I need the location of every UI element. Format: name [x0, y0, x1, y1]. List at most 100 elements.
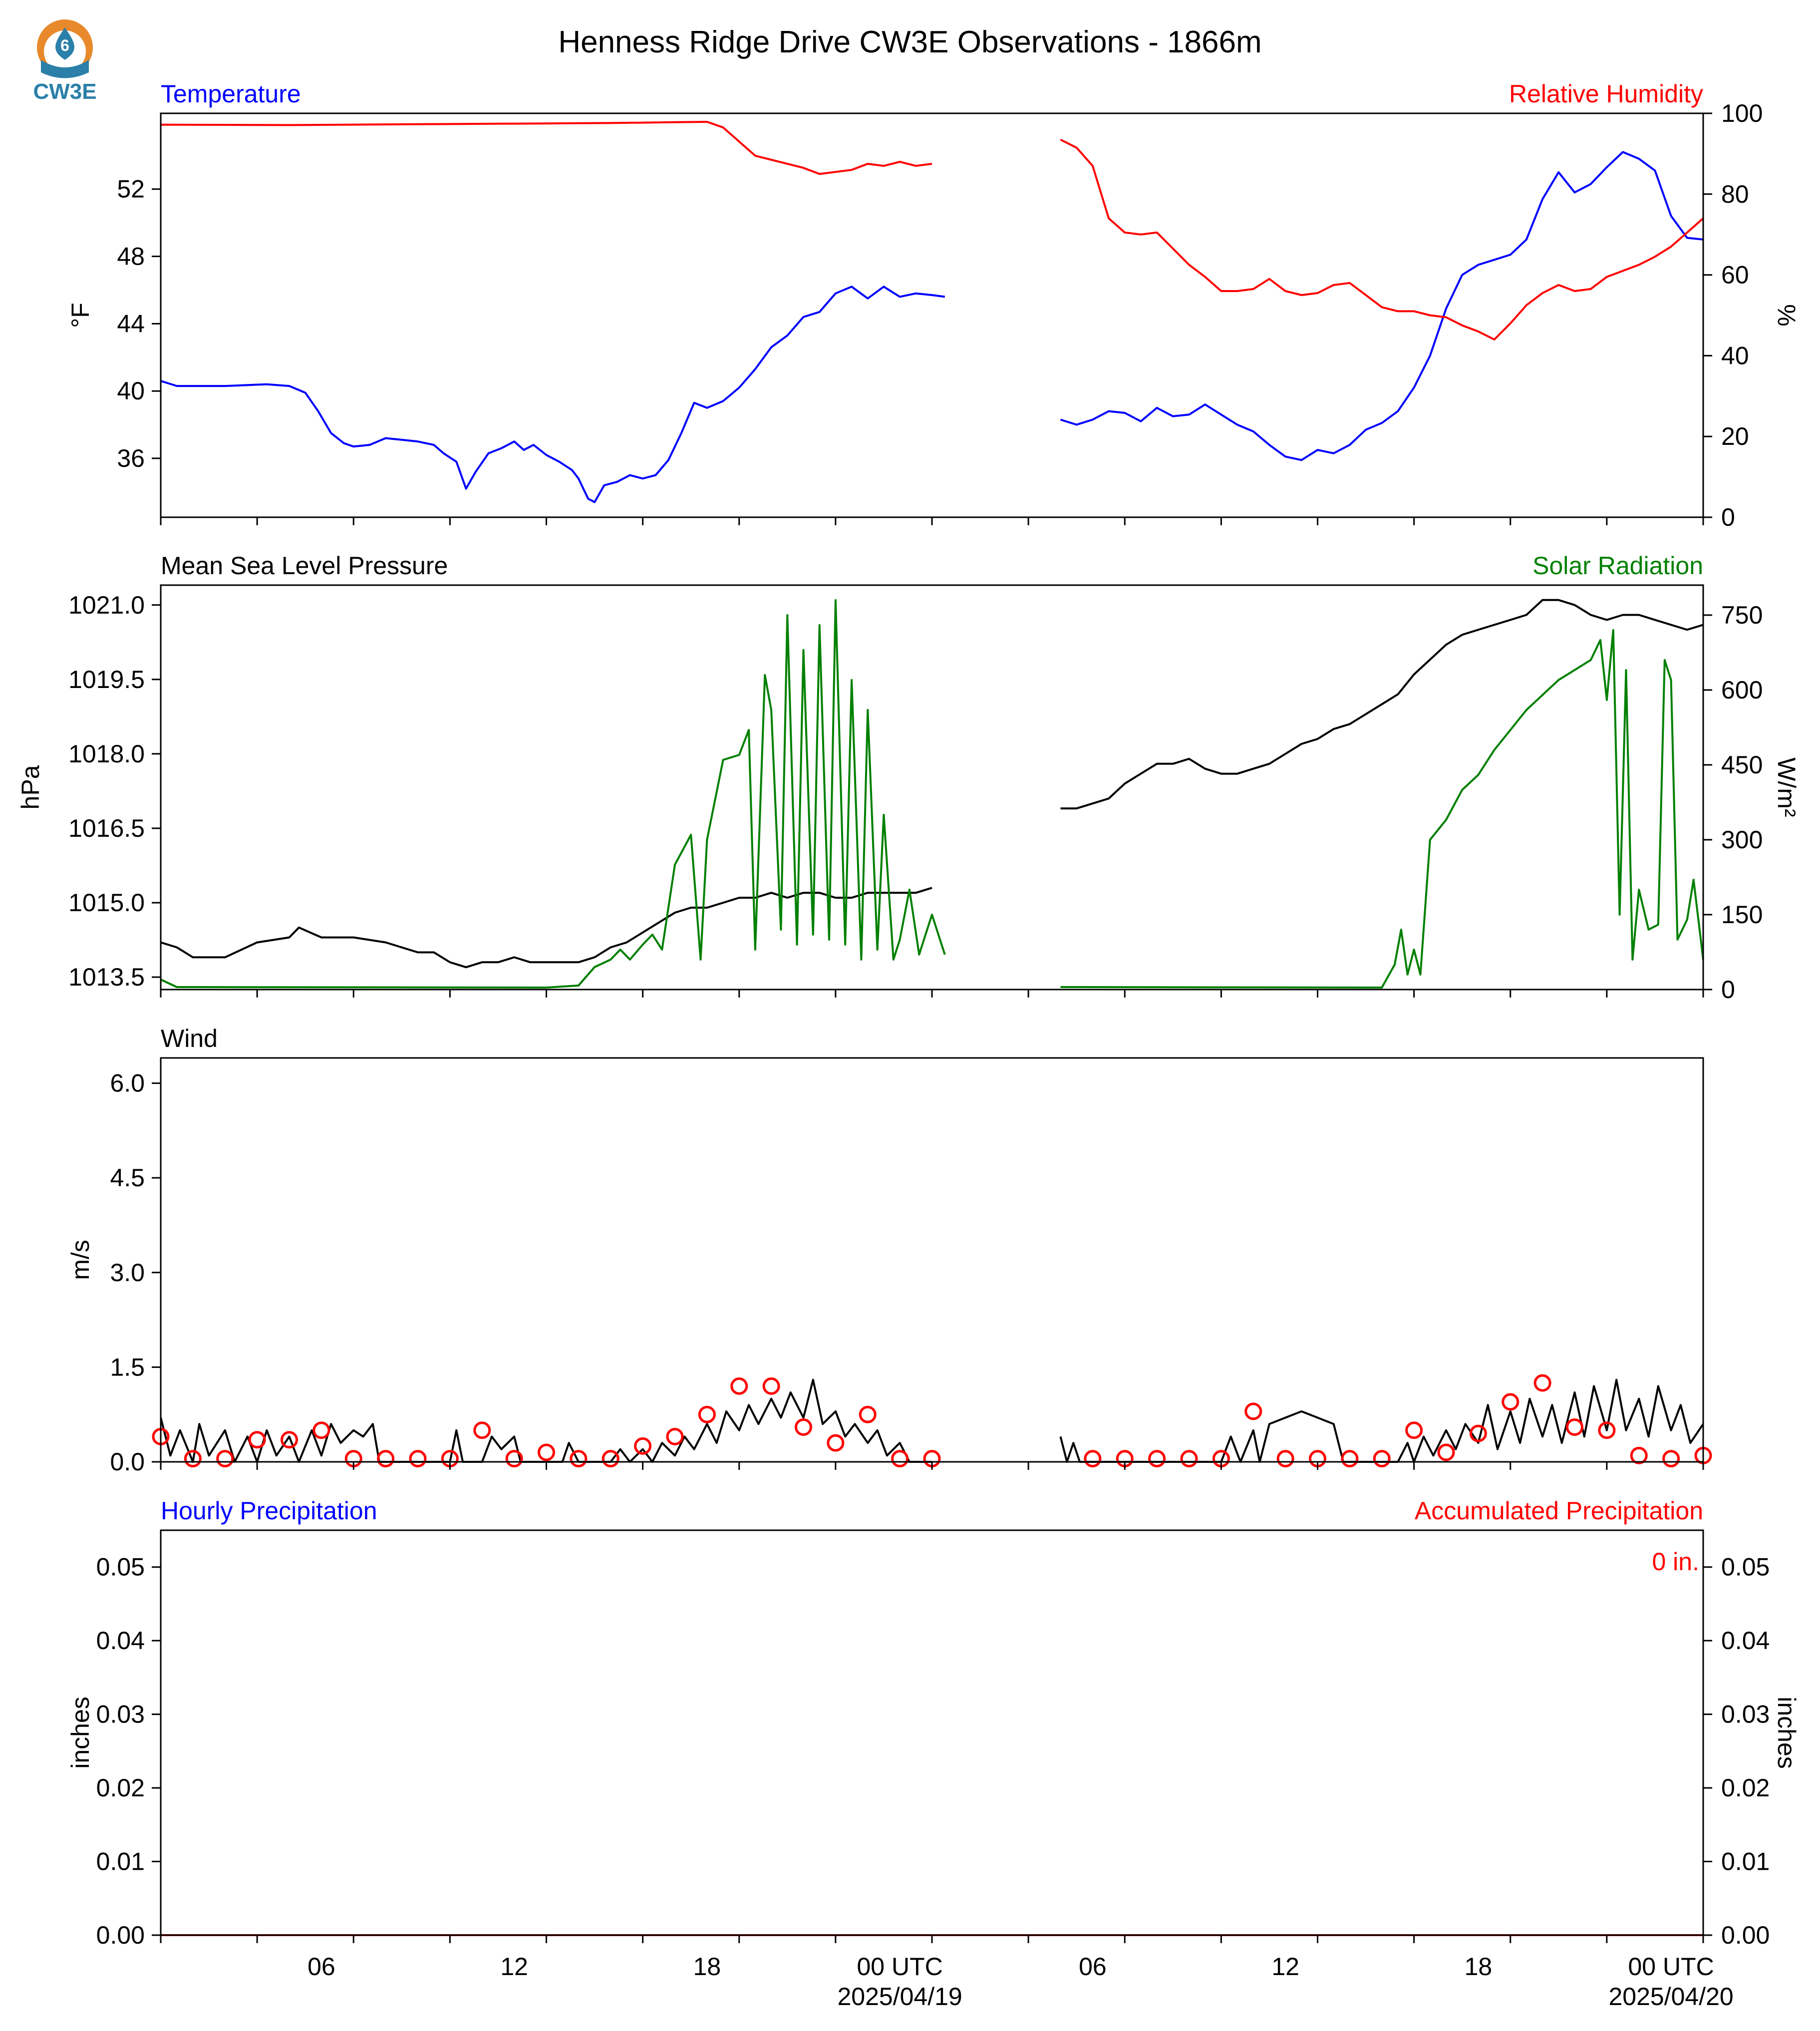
gust-marker	[473, 1421, 491, 1439]
gust-marker	[1244, 1402, 1262, 1420]
gust-marker	[1276, 1450, 1294, 1468]
series-line	[160, 1378, 932, 1463]
y-tick-label-right: 600	[1721, 676, 1763, 704]
y-tick-label: 1021.0	[68, 591, 145, 619]
y-tick-label: 0.01	[96, 1848, 145, 1876]
panel-pressure_solar: Mean Sea Level Pressure Solar Radiation 10…	[16, 552, 1801, 1004]
gust-marker	[184, 1450, 202, 1468]
gust-marker	[730, 1377, 748, 1395]
gust-marker	[602, 1450, 619, 1468]
y-tick-label: 0.0	[110, 1448, 145, 1476]
panel-title-right: Accumulated Precipitation	[1415, 1497, 1703, 1525]
gust-marker	[409, 1450, 427, 1468]
gust-marker	[891, 1450, 909, 1468]
series-line	[1060, 138, 1704, 340]
series-line	[160, 286, 945, 503]
gust-marker	[666, 1427, 684, 1445]
x-tick-label: 06	[307, 1953, 335, 1981]
y-axis-label: °F	[66, 303, 94, 328]
plot-frame	[160, 584, 1704, 991]
x-tick-label: 12	[1271, 1953, 1299, 1981]
x-tick-label: 00 UTC	[1628, 1953, 1714, 1981]
x-tick-label: 00 UTC	[857, 1953, 942, 1981]
panel-temperature_humidity: Temperature Relative Humidity 36 40 44 48 52 0 2…	[66, 80, 1801, 531]
y-tick-label-right: 300	[1721, 826, 1763, 854]
y-tick-label-right: 100	[1721, 99, 1763, 127]
y-tick-label-right: 0	[1721, 976, 1735, 1004]
y-tick-label-right: 0.02	[1721, 1774, 1770, 1802]
y-tick-label: 0.04	[96, 1627, 145, 1655]
logo-text: CW3E	[33, 79, 96, 104]
gust-marker	[1630, 1446, 1648, 1464]
gust-marker	[698, 1405, 716, 1423]
y-axis-label-right: %	[1773, 304, 1801, 326]
y-tick-label: 40	[117, 377, 145, 405]
y-axis-label-right: inches	[1773, 1696, 1801, 1769]
chart-title: Henness Ridge Drive CW3E Observations - …	[558, 25, 1261, 59]
y-tick-label: 1.5	[110, 1353, 145, 1381]
gust-marker	[216, 1450, 234, 1468]
y-tick-label-right: 750	[1721, 601, 1763, 629]
gust-marker	[1180, 1450, 1198, 1468]
svg-text:6: 6	[60, 36, 69, 54]
x-tick-label: 06	[1079, 1953, 1107, 1981]
accumulated-total-label: 0 in.	[1652, 1548, 1699, 1576]
gust-marker	[1533, 1374, 1551, 1392]
x-date-label: 2025/04/19	[838, 1983, 962, 2011]
panel-wind: Wind 0.0 1.5 3.0 4.5 6.0 m/s	[66, 1024, 1712, 1476]
series-line	[1060, 599, 1704, 810]
y-tick-label-right: 0.04	[1721, 1627, 1770, 1655]
gust-marker	[248, 1431, 266, 1449]
panels: Temperature Relative Humidity 36 40 44 48 52 0 2…	[16, 80, 1801, 2011]
series-line	[1060, 151, 1704, 461]
plot-frame	[160, 112, 1704, 518]
y-tick-label-right: 0.03	[1721, 1700, 1770, 1728]
y-tick-label: 0.03	[96, 1700, 145, 1728]
gust-marker	[570, 1450, 588, 1468]
y-tick-label-right: 0.05	[1721, 1553, 1770, 1581]
gust-marker	[827, 1434, 845, 1452]
gust-marker	[1502, 1393, 1519, 1411]
gust-marker	[1598, 1421, 1616, 1439]
y-axis-label-right: W/m²	[1773, 757, 1801, 817]
gust-marker	[634, 1437, 652, 1455]
gust-marker	[312, 1421, 330, 1439]
cw3e-drop-logo-icon: 6	[37, 19, 93, 78]
series-line	[160, 121, 932, 175]
y-tick-label: 4.5	[110, 1164, 145, 1192]
y-tick-label-right: 60	[1721, 261, 1749, 289]
gust-marker	[281, 1431, 298, 1449]
y-tick-label: 1019.5	[68, 666, 145, 693]
gust-marker	[377, 1450, 395, 1468]
y-tick-label: 0.00	[96, 1921, 145, 1949]
y-tick-label-right: 0.00	[1721, 1921, 1770, 1949]
gust-marker	[795, 1418, 812, 1436]
gust-marker	[762, 1377, 780, 1395]
gust-marker	[1662, 1450, 1680, 1468]
y-tick-label: 52	[117, 175, 145, 203]
series-line	[1059, 1378, 1704, 1463]
gust-marker	[1469, 1424, 1487, 1442]
y-tick-label: 0.02	[96, 1774, 145, 1802]
panel-title-left: Hourly Precipitation	[161, 1497, 377, 1525]
x-tick-label: 12	[500, 1953, 528, 1981]
panel-title-left: Temperature	[161, 80, 301, 108]
y-tick-label-right: 0	[1721, 503, 1735, 531]
y-tick-label-right: 0.01	[1721, 1848, 1770, 1876]
series-line	[160, 599, 946, 989]
gust-marker	[1148, 1450, 1166, 1468]
y-tick-label: 6.0	[110, 1069, 145, 1097]
gust-marker	[538, 1443, 555, 1461]
gust-marker	[859, 1405, 877, 1423]
y-tick-label: 1015.0	[68, 889, 145, 917]
panel-title-left: Mean Sea Level Pressure	[161, 552, 448, 580]
series-line	[160, 887, 932, 969]
plot-frame	[160, 1057, 1704, 1463]
x-tick-label: 18	[1465, 1953, 1493, 1981]
gust-marker	[505, 1450, 523, 1468]
panel-title-left: Wind	[161, 1024, 218, 1052]
y-tick-label-right: 150	[1721, 901, 1763, 929]
gust-marker	[1566, 1418, 1583, 1436]
